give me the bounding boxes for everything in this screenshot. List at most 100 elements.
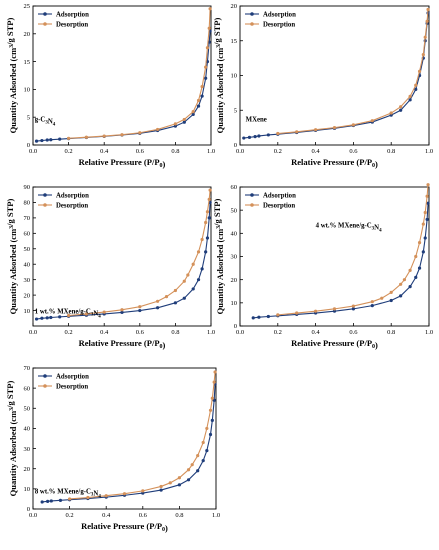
x-tick-label: 0.6: [139, 512, 148, 519]
data-point-adsorption: [423, 236, 427, 240]
data-point-adsorption: [266, 133, 270, 137]
series-line-adsorption: [36, 202, 211, 320]
y-tick-label: 10: [231, 73, 238, 80]
y-tick-label: 20: [231, 277, 238, 284]
data-point-desorption: [414, 254, 418, 259]
data-point-desorption: [408, 94, 412, 98]
series-line-adsorption: [36, 30, 211, 142]
data-point-adsorption: [408, 98, 412, 102]
legend-entry: Desorption: [263, 202, 295, 209]
y-tick-label: 30: [231, 254, 238, 261]
data-point-adsorption: [156, 306, 160, 310]
data-point-adsorption: [251, 316, 255, 320]
legend-entry: Desorption: [56, 202, 88, 209]
data-point-adsorption: [426, 201, 430, 205]
x-axis-label: Relative Pressure (P/P0): [79, 338, 166, 350]
data-point-adsorption: [257, 315, 261, 319]
data-point-adsorption: [242, 136, 246, 140]
data-point-desorption: [389, 290, 393, 295]
y-tick-label: 10: [24, 308, 31, 315]
x-tick-label: 0.2: [274, 148, 282, 155]
data-point-desorption: [210, 396, 214, 400]
y-tick-label: 0: [27, 142, 30, 149]
x-axis-label: Relative Pressure (P/P0): [79, 157, 166, 169]
data-point-adsorption: [191, 287, 195, 291]
data-point-desorption: [351, 123, 355, 127]
data-point-desorption: [138, 305, 142, 309]
data-point-desorption: [102, 134, 106, 138]
data-point-desorption: [182, 117, 186, 122]
x-tick-label: 1.0: [207, 148, 215, 155]
data-point-desorption: [196, 250, 201, 254]
x-tick-label: 0.4: [312, 329, 321, 336]
y-tick-label: 50: [24, 246, 31, 253]
legend-entry: Adsorption: [56, 192, 89, 199]
data-point-desorption: [276, 131, 280, 136]
x-tick-label: 0.4: [100, 148, 109, 155]
data-point-desorption: [414, 83, 418, 87]
data-point-adsorption: [414, 87, 418, 91]
x-tick-label: 0.4: [100, 329, 109, 336]
data-point-adsorption: [207, 216, 211, 220]
data-point-adsorption: [200, 94, 204, 98]
series-line-desorption: [277, 9, 429, 135]
chart-panel-5: 0.0 0.2 0.4 0.6 0.8 1.0 0 10 20 30 40 50 60 70 Relativ…: [5, 365, 220, 533]
data-point-desorption: [408, 268, 412, 272]
data-point-desorption: [425, 194, 429, 198]
legend-marker: [43, 203, 47, 207]
data-point-desorption: [201, 440, 205, 445]
x-axis-label: Relative Pressure (P/P0): [291, 157, 378, 169]
y-axis-label: Quantity Adsorbed (cm3/g STP): [5, 381, 18, 497]
y-axis-label: Quantity Adsorbed (cm3/g STP): [5, 18, 18, 134]
legend-entry: Adsorption: [263, 11, 296, 18]
x-tick-label: 1.0: [425, 148, 433, 155]
x-tick-label: 1.0: [425, 329, 433, 336]
data-point-adsorption: [159, 488, 163, 492]
x-tick-label: 0.0: [236, 329, 244, 336]
data-point-desorption: [173, 122, 177, 126]
data-point-adsorption: [414, 275, 418, 279]
legend-marker: [43, 12, 47, 16]
data-point-desorption: [141, 489, 145, 493]
data-point-adsorption: [201, 459, 205, 463]
legend-marker: [250, 22, 254, 26]
x-tick-label: 0.2: [65, 148, 73, 155]
data-point-desorption: [84, 312, 88, 316]
data-point-adsorption: [196, 278, 201, 282]
data-point-adsorption: [370, 304, 374, 308]
x-tick-label: 0.8: [171, 329, 179, 336]
data-point-adsorption: [49, 499, 53, 503]
data-point-adsorption: [173, 124, 177, 128]
data-point-desorption: [156, 299, 160, 303]
data-point-desorption: [200, 85, 204, 89]
x-axis-label: Relative Pressure (P/P0): [81, 521, 168, 533]
data-point-adsorption: [138, 308, 142, 313]
series-line-adsorption: [42, 384, 216, 503]
chart-panel-1: 0.0 0.2 0.4 0.6 0.8 1.0 0 5 10 15 20 25 Relative Pre…: [5, 3, 215, 169]
data-point-desorption: [314, 309, 318, 313]
data-point-adsorption: [141, 491, 145, 495]
y-tick-label: 0: [234, 323, 237, 330]
data-point-adsorption: [120, 310, 124, 315]
data-point-desorption: [196, 98, 201, 103]
data-point-desorption: [86, 495, 90, 500]
data-point-adsorption: [58, 137, 62, 141]
chart-panel-2: 0.0 0.2 0.4 0.6 0.8 1.0 0 5 10 15 20 Relative Press…: [212, 3, 433, 169]
y-tick-label: 60: [24, 231, 31, 238]
data-point-desorption: [205, 426, 209, 431]
y-tick-label: 10: [231, 300, 238, 307]
data-point-desorption: [208, 7, 212, 11]
data-point-adsorption: [389, 298, 393, 303]
data-point-adsorption: [40, 316, 44, 320]
legend-marker: [43, 374, 47, 378]
data-point-adsorption: [173, 301, 177, 305]
data-point-desorption: [332, 307, 337, 311]
sample-annotation: 4 wt.% MXene/g-C3N4: [316, 222, 382, 233]
data-point-adsorption: [182, 120, 186, 124]
legend-entry: Desorption: [263, 21, 295, 28]
series-line-adsorption: [253, 203, 429, 319]
series-line-desorption: [277, 184, 429, 316]
y-tick-label: 30: [24, 277, 31, 284]
x-tick-label: 0.6: [136, 148, 145, 155]
